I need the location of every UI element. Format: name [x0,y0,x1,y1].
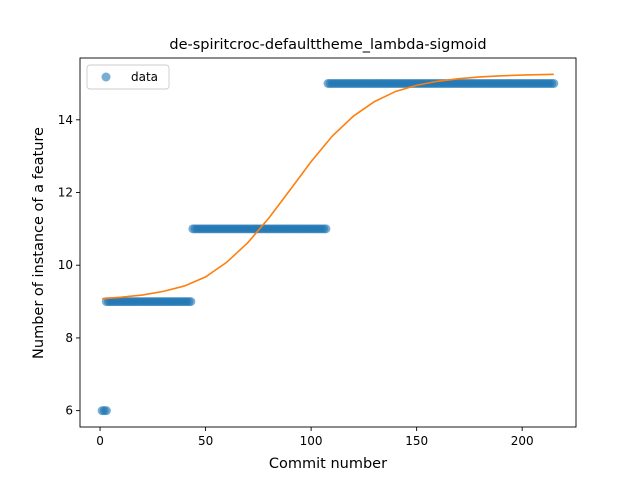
x-tick-label: 200 [511,434,534,448]
y-tick-label: 10 [58,258,73,272]
y-tick-label: 8 [65,331,73,345]
y-tick-label: 6 [65,404,73,418]
y-tick-label: 14 [58,113,73,127]
y-axis-label: Number of instance of a feature [31,127,47,359]
legend-label: data [131,70,158,84]
fit-curve [102,73,554,300]
x-tick-label: 150 [405,434,428,448]
x-tick-label: 50 [198,434,213,448]
legend-box [86,64,170,90]
axes-frame [79,57,577,428]
y-tick-label: 12 [58,186,73,200]
data-point [186,297,196,307]
data-point [549,78,559,88]
data-point [101,406,111,416]
data-point [321,224,331,234]
x-tick-label: 0 [96,434,104,448]
legend-marker [101,72,111,82]
chart-title: de-spiritcroc-defaulttheme_lambda-sigmoi… [169,37,486,53]
legend: data [86,64,170,90]
x-axis-label: Commit number [269,456,387,472]
x-tick-label: 100 [300,434,323,448]
axes: 0 50 100 150 200 6 8 10 12 14 [58,57,577,448]
plot-area [97,73,559,416]
